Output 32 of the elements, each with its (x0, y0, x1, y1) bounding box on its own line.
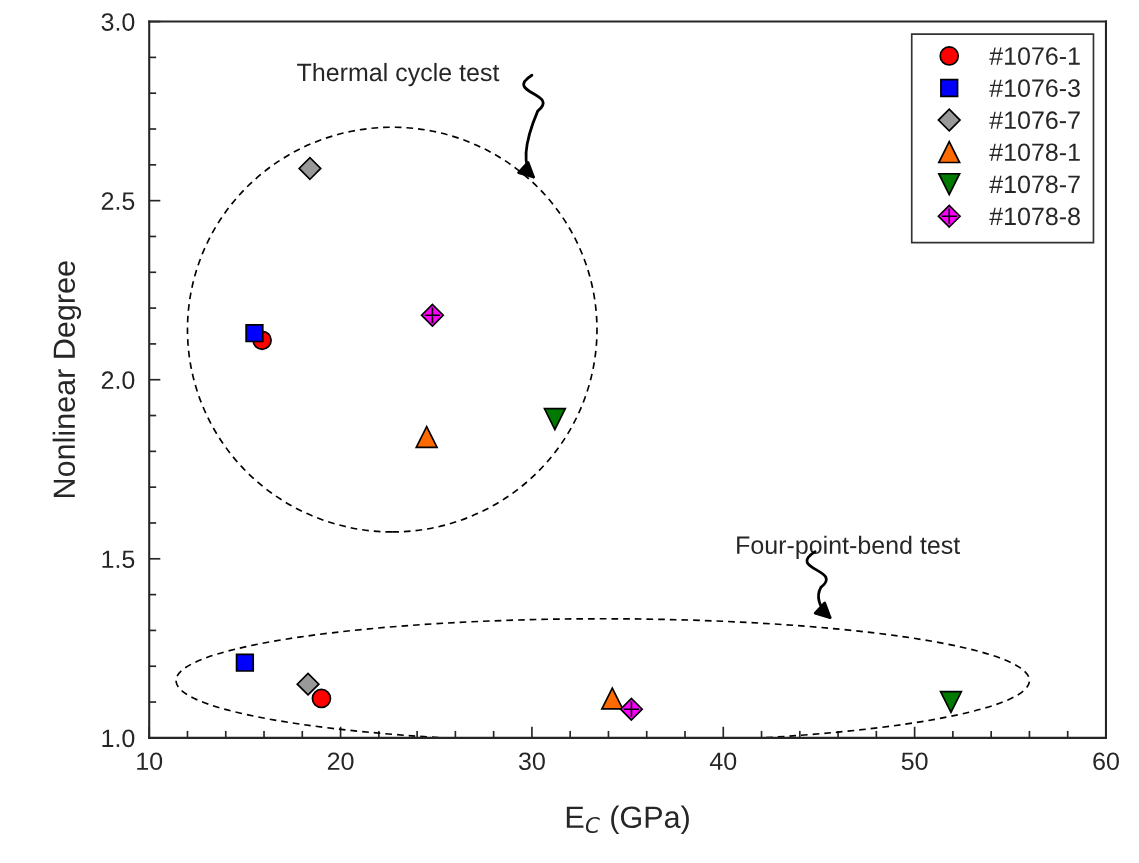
legend-label: #1076-7 (989, 111, 1080, 130)
x-tick-label: 50 (901, 752, 928, 771)
annotation: Thermal cycle test (297, 62, 500, 87)
y-tick-label: 2.0 (101, 371, 135, 390)
point (296, 672, 320, 696)
y-tick-label: 1.0 (102, 729, 135, 748)
x-tick-label: 10 (137, 752, 163, 771)
y-tick-label: 3.0 (101, 13, 135, 31)
legend-label: #1078-1 (989, 143, 1080, 162)
point (420, 303, 445, 327)
annotation: Four-point-bend test (737, 535, 961, 559)
x-tick-label: 20 (327, 752, 354, 771)
x-tick-label: 60 (1093, 752, 1119, 771)
point (415, 425, 438, 449)
point (311, 688, 332, 709)
x-axis-title: E$_{C}$ (GPa) (566, 805, 689, 835)
legend-label: #1078-7 (989, 175, 1080, 194)
point (619, 697, 644, 721)
point (601, 687, 624, 710)
y-axis-title: Nonlinear Degree (52, 261, 82, 497)
y-tick-label: 2.5 (101, 192, 135, 210)
legend-label: #1078-8 (989, 207, 1080, 226)
x-tick-label: 40 (709, 752, 737, 771)
x-tick-label: 30 (518, 752, 545, 771)
point (939, 690, 963, 714)
point (298, 156, 322, 181)
point (235, 653, 255, 672)
legend-label: #1076-1 (989, 47, 1080, 65)
point (543, 407, 567, 431)
point (245, 323, 264, 343)
legend-label: #1076-3 (989, 79, 1080, 97)
y-tick-label: 1.5 (102, 550, 135, 569)
